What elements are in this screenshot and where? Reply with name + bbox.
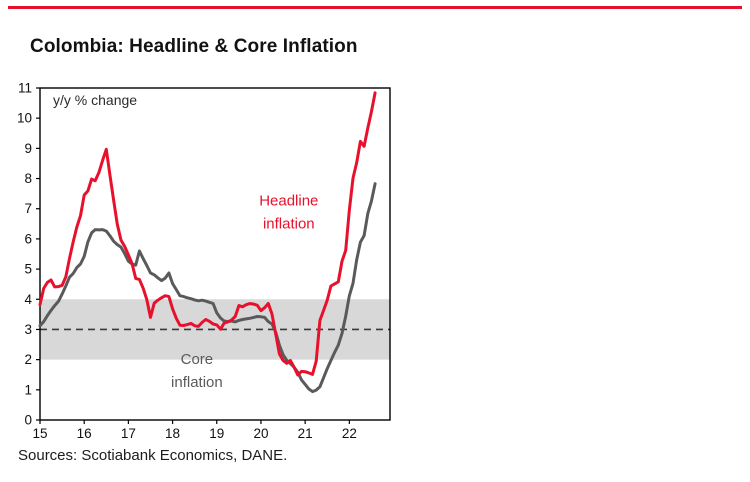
- series-annotation-label: inflation: [171, 374, 223, 391]
- series-annotation-label: inflation: [263, 216, 315, 233]
- series-line-core-inflation: [38, 182, 377, 394]
- series-annotation-label: Core: [181, 351, 214, 368]
- x-tick-label: 21: [298, 426, 313, 441]
- y-tick-label: 0: [24, 413, 32, 428]
- series-line-headline-inflation: [38, 91, 377, 377]
- source-note: Sources: Scotiabank Economics, DANE.: [18, 447, 288, 464]
- x-tick-label: 19: [209, 426, 224, 441]
- y-tick-label: 1: [24, 382, 32, 397]
- y-tick-label: 10: [17, 111, 32, 126]
- y-tick-label: 11: [18, 81, 32, 96]
- inflation-chart: 0 1 2 3 4 5 6 7 8 9 10 11 15 16 17 18 19 20 21 22 Headline in…: [17, 81, 391, 441]
- x-tick-label: 15: [32, 426, 47, 441]
- top-accent-rule: [8, 6, 742, 9]
- plot-frame: [39, 87, 391, 421]
- x-tick-label: 18: [165, 426, 180, 441]
- y-tick-label: 2: [24, 352, 32, 367]
- x-tick-label: 16: [77, 426, 92, 441]
- chart-title: Colombia: Headline & Core Inflation: [30, 36, 358, 57]
- x-tick-label: 22: [342, 426, 357, 441]
- y-tick-label: 6: [24, 231, 32, 246]
- y-tick-label: 8: [24, 171, 32, 186]
- series-annotation-label: Headline: [259, 193, 318, 210]
- axis-unit-label: y/y % change: [53, 92, 137, 108]
- y-tick-label: 7: [24, 201, 32, 216]
- y-tick-label: 4: [24, 292, 32, 307]
- y-tick-label: 3: [24, 322, 32, 337]
- y-tick-label: 5: [24, 262, 32, 277]
- y-tick-label: 9: [24, 141, 32, 156]
- x-tick-label: 17: [121, 426, 136, 441]
- x-tick-label: 20: [253, 426, 268, 441]
